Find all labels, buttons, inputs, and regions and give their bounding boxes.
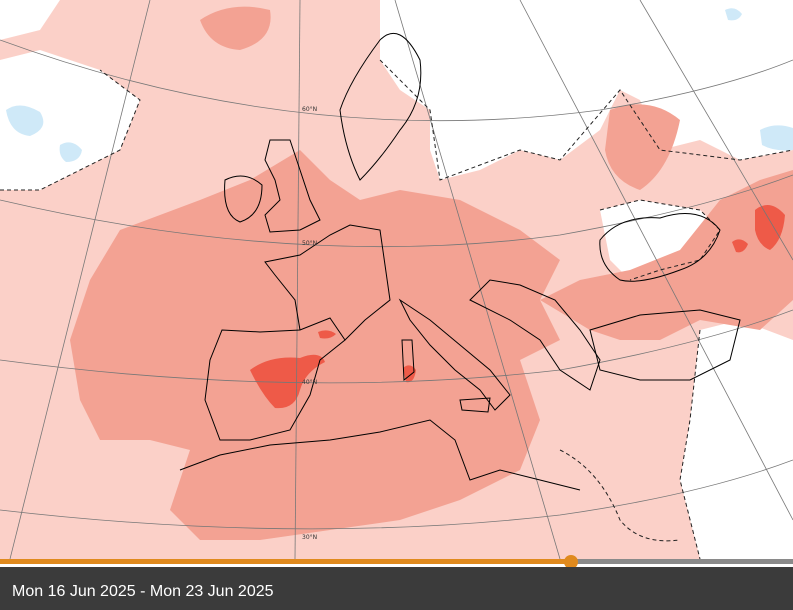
anomaly-medium-west-med xyxy=(70,150,560,540)
contour-northwest xyxy=(0,69,141,191)
anomaly-cold-patch-1 xyxy=(6,105,44,136)
coastlines xyxy=(179,32,741,491)
graticule xyxy=(0,0,793,559)
neutral-region-southeast xyxy=(680,320,793,559)
anomaly-strong-iberia xyxy=(250,354,325,409)
meridian-3 xyxy=(394,0,561,559)
contour-southeast xyxy=(679,329,701,559)
dashed-contours xyxy=(0,59,793,559)
meridian-1 xyxy=(9,0,151,559)
coast-france xyxy=(264,224,391,341)
caption-bar: Mon 16 Jun 2025 - Mon 23 Jun 2025 xyxy=(0,567,793,610)
anomaly-strong-spain-north xyxy=(318,330,336,339)
anomaly-medium-baltic xyxy=(605,104,680,190)
coast-scandinavia xyxy=(339,32,422,181)
lat-label-50n: 50°N xyxy=(302,240,317,247)
parallel-50n xyxy=(0,174,793,248)
coast-sardinia xyxy=(401,339,415,382)
anomaly-medium-east xyxy=(540,170,793,340)
contour-africa xyxy=(559,449,681,542)
coast-balkans xyxy=(469,279,601,391)
meridian-2 xyxy=(294,0,301,559)
timeline-slider[interactable] xyxy=(0,555,793,569)
timeline-progress xyxy=(0,559,571,564)
lat-label-60n: 60°N xyxy=(302,106,317,113)
coast-turkey xyxy=(589,309,741,381)
timeline-handle[interactable] xyxy=(563,555,578,569)
anomaly-medium-iceland xyxy=(200,6,271,51)
neutral-region-greenland xyxy=(0,0,60,40)
lat-label-30n: 30°N xyxy=(302,534,317,541)
coast-north-africa xyxy=(179,419,581,491)
anomaly-cold-patch-4 xyxy=(725,8,742,21)
meridian-5 xyxy=(639,0,793,261)
date-range-label: Mon 16 Jun 2025 - Mon 23 Jun 2025 xyxy=(12,583,274,600)
coast-ireland xyxy=(224,175,263,223)
lat-label-40n: 40°N xyxy=(302,379,317,386)
neutral-region-north xyxy=(380,0,793,180)
parallel-30n xyxy=(0,459,793,530)
parallel-60n xyxy=(0,39,793,122)
meridian-4 xyxy=(519,0,793,521)
parallel-40n xyxy=(0,309,793,384)
anomaly-strong-russia-2 xyxy=(732,239,748,253)
coast-italy xyxy=(398,298,511,411)
coast-britain xyxy=(264,139,321,233)
anomaly-strong-russia xyxy=(755,205,785,250)
anomaly-cold-patch-2 xyxy=(59,142,82,162)
forecast-map: 60°N 50°N 40°N 30°N xyxy=(0,0,793,559)
coast-black-sea xyxy=(599,213,721,282)
anomaly-cold-patch-3 xyxy=(760,125,793,151)
contour-north xyxy=(379,59,793,181)
coast-sicily xyxy=(459,397,491,413)
neutral-region-northwest xyxy=(0,50,140,190)
anomaly-map-svg: 60°N 50°N 40°N 30°N xyxy=(0,0,793,559)
